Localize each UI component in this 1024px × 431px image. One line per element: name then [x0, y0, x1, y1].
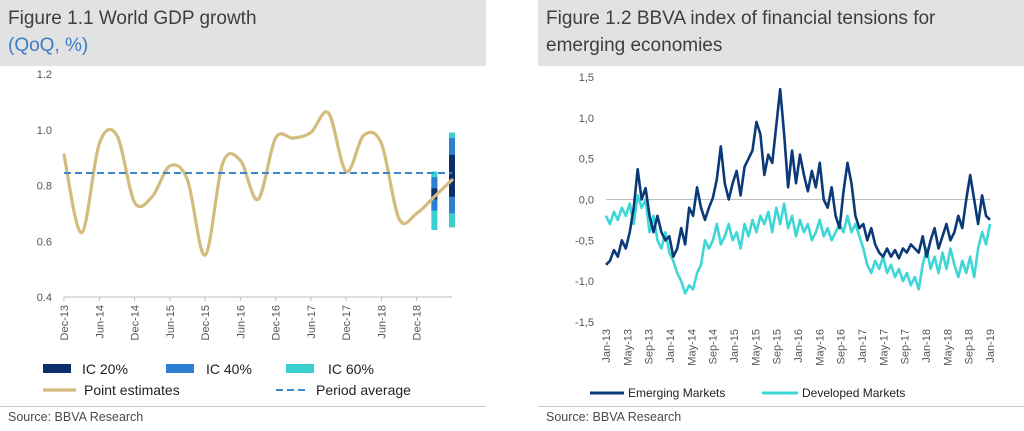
legend-label-avg: Period average [316, 382, 411, 398]
x-tick-label: Dec-16 [271, 305, 283, 340]
x-tick-label: Jan-13 [601, 329, 613, 363]
y-tick-label: 0,5 [579, 154, 594, 166]
figure-1-2-panel: Figure 1.2 BBVA index of financial tensi… [538, 0, 1024, 431]
x-tick-label: Sep-16 [836, 329, 848, 364]
x-tick-label: Jun-15 [165, 305, 177, 339]
x-tick-label: Sep-14 [708, 329, 720, 364]
legend-label-ic60: IC 60% [328, 361, 374, 377]
y-tick-label: 0.6 [37, 236, 52, 248]
x-tick-label: May-15 [750, 329, 762, 366]
legend-label-point: Point estimates [84, 382, 180, 398]
x-tick-label: Dec-14 [130, 305, 142, 340]
x-tick-label: Jan-14 [665, 329, 677, 363]
y-tick-label: 0.8 [37, 181, 52, 193]
figure-1-2-chart: 1,5 1,0 0,5 0,0 -0,5 -1,0 -1,5 Jan-13 May-13 Sep-… [575, 72, 997, 400]
legend-swatch-ic60 [286, 364, 314, 373]
legend-swatch-ic20 [43, 364, 71, 373]
x-tick-label: Jan-17 [857, 329, 869, 363]
x-tick-label: Sep-17 [900, 329, 912, 364]
source-divider [0, 406, 486, 407]
x-tick-label: May-13 [622, 329, 634, 366]
y-tick-label: 1.0 [37, 125, 52, 137]
legend-label-em: Emerging Markets [628, 386, 725, 400]
x-tick-label: May-14 [686, 329, 698, 366]
x-tick-label: Jun-18 [376, 305, 388, 339]
x-tick-label: May-17 [878, 329, 890, 366]
x-tick-label: Dec-13 [59, 305, 71, 340]
point-estimates-line [62, 110, 454, 257]
x-tick-label: Jan-18 [921, 329, 933, 363]
x-tick-label: Jan-19 [985, 329, 997, 363]
figure-1-2-title-line1: Figure 1.2 BBVA index of financial tensi… [546, 8, 936, 29]
y-tick-label: 1,5 [579, 72, 594, 84]
x-tick-label: Dec-17 [341, 305, 353, 340]
figure-1-2-header: Figure 1.2 BBVA index of financial tensi… [538, 0, 1024, 66]
y-tick-label: -1,0 [575, 276, 594, 288]
x-tick-label: Sep-13 [644, 329, 656, 364]
y-tick-label: -0,5 [575, 235, 594, 247]
figure-1-2-title-line2: emerging economies [546, 35, 723, 56]
interval-bar-ic20 [431, 188, 438, 200]
interval-bar-ic20 [449, 154, 455, 197]
figure-1-1-title: Figure 1.1 World GDP growth [8, 8, 257, 29]
emerging-markets-line [605, 87, 991, 266]
legend-label-ic40: IC 40% [206, 361, 252, 377]
x-tick-label: Jun-17 [306, 305, 318, 339]
legend-label-dm: Developed Markets [802, 386, 905, 400]
x-tick-label: Jun-14 [94, 305, 106, 339]
x-tick-label: Jan-16 [793, 329, 805, 363]
figure-1-1-chart: 0.4 0.6 0.8 1.0 1.2 Dec-13 Jun-14 Dec-14 Jun-15 D… [37, 69, 455, 398]
x-tick-label: May-18 [942, 329, 954, 366]
x-tick-label: Dec-18 [412, 305, 424, 340]
developed-markets-line [604, 194, 992, 295]
y-tick-label: 0.4 [37, 292, 52, 304]
legend-label-ic20: IC 20% [82, 361, 128, 377]
y-tick-label: 1,0 [579, 113, 594, 125]
y-tick-label: 0,0 [579, 195, 594, 207]
y-tick-label: -1,5 [575, 317, 594, 329]
y-tick-label: 1.2 [37, 69, 52, 81]
x-tick-label: Dec-15 [200, 305, 212, 340]
legend-swatch-ic40 [166, 364, 194, 373]
figure-1-1-subtitle: (QoQ, %) [8, 35, 89, 56]
x-tick-label: Sep-15 [772, 329, 784, 364]
x-tick-label: Sep-18 [964, 329, 976, 364]
figure-1-1-source: Source: BBVA Research [8, 410, 144, 424]
x-tick-label: Jan-15 [729, 329, 741, 363]
source-divider [538, 406, 1024, 407]
x-tick-label: May-16 [814, 329, 826, 366]
x-tick-label: Jun-16 [235, 305, 247, 339]
figure-1-2-source: Source: BBVA Research [546, 410, 682, 424]
figure-1-1-panel: Figure 1.1 World GDP growth (QoQ, %) 0.4… [0, 0, 486, 431]
figure-1-1-header: Figure 1.1 World GDP growth (QoQ, %) [0, 0, 486, 66]
